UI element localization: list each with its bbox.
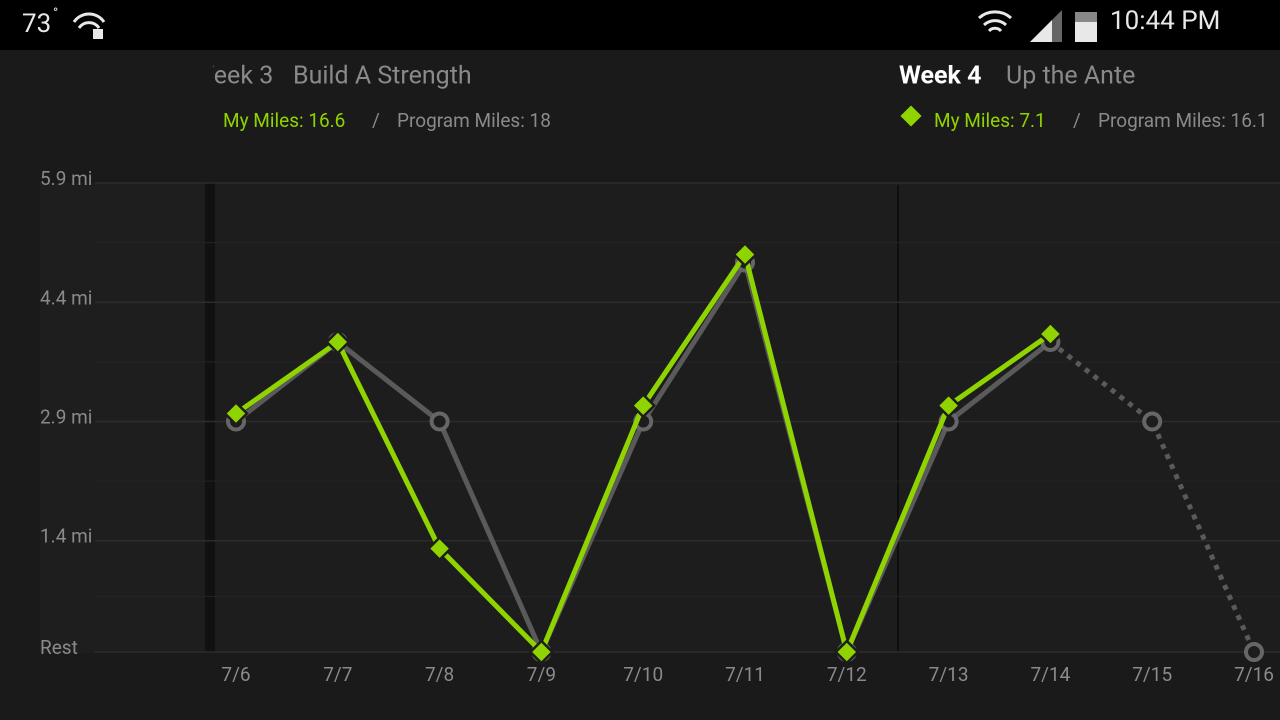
wifi-icon	[978, 10, 1012, 33]
x-tick-label: 7/14	[1030, 663, 1070, 686]
y-tick-label: 4.4 mi	[40, 286, 92, 309]
x-tick-label: 7/8	[425, 663, 454, 686]
status-bar	[0, 0, 1280, 50]
signal-icon	[1030, 10, 1062, 42]
x-tick-label: 7/15	[1132, 663, 1172, 686]
my-point	[834, 639, 860, 665]
y-tick-label: 2.9 mi	[40, 405, 92, 428]
x-tick-label: 7/13	[929, 663, 969, 686]
x-tick-label: 7/11	[725, 663, 765, 686]
degree: °	[53, 6, 58, 22]
x-tick-label: 7/7	[323, 663, 352, 686]
y-tick-label: 5.9 mi	[40, 167, 92, 190]
program-line-planned	[1048, 340, 1257, 654]
my-point	[732, 241, 758, 268]
week-label[interactable]: Week 3	[192, 62, 273, 91]
my-point	[223, 400, 249, 427]
x-tick-label: 7/16	[1234, 663, 1274, 686]
clock: 10:44 PM	[1110, 6, 1220, 36]
week-label[interactable]: Week 4	[899, 62, 981, 91]
my-point	[528, 639, 555, 665]
x-tick-label: 7/12	[827, 663, 867, 686]
program-miles: Program Miles: 18	[397, 109, 551, 132]
x-tick-label: 7/6	[221, 663, 250, 686]
legend-diamond	[897, 102, 925, 130]
x-tick-label: 7/9	[527, 663, 556, 686]
my-miles: My Miles: 7.1	[934, 109, 1046, 132]
temperature: 73	[22, 9, 51, 39]
program-point	[429, 411, 450, 432]
grid: Rest 1.4 mi 2.9 mi 4.4 mi 5.9 mi	[40, 167, 1280, 659]
my-point	[1037, 321, 1064, 347]
axis-divider	[205, 183, 215, 653]
y-tick-label: Rest	[40, 636, 78, 659]
week-name[interactable]: Up the Ante	[1006, 62, 1135, 91]
program-point	[1142, 411, 1163, 432]
my-point	[935, 392, 962, 419]
x-tick-label: 7/10	[623, 663, 663, 686]
axis-panel	[40, 183, 205, 653]
program-miles: Program Miles: 16.1	[1098, 109, 1268, 132]
y-tick-label: 1.4 mi	[40, 525, 92, 548]
notification-icon	[72, 12, 106, 39]
my-point	[630, 392, 656, 419]
separator: /	[1073, 109, 1081, 132]
separator: /	[372, 109, 380, 132]
my-miles: My Miles: 16.6	[223, 109, 345, 132]
week-name[interactable]: Build A Strength	[293, 62, 472, 91]
plot: 7/6 7/7 7/8 7/9 7/10 7/11 7/12 7/13 7/14 7/15 7/16	[221, 241, 1274, 686]
week-headers: Week 3 Build A Strength My Miles: 16.6 /…	[192, 62, 1268, 132]
my-point	[426, 535, 453, 562]
program-point	[1244, 642, 1264, 662]
battery-level	[1075, 22, 1097, 42]
my-point	[325, 329, 351, 355]
